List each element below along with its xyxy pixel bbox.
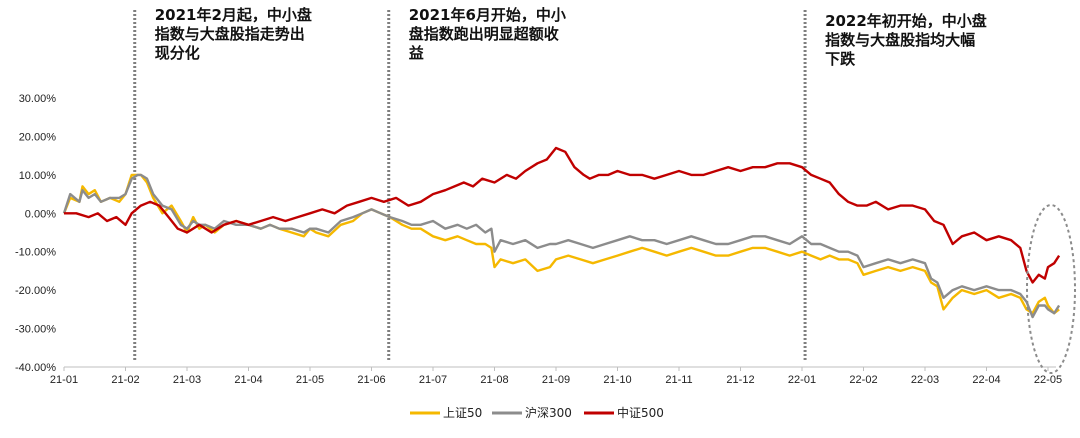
x-tick-label: 21-09 [542,374,570,386]
annotation-text: 指数与大盘股指走势出 [155,25,305,43]
annotation-text: 2022年初开始，中小盘 [825,12,987,30]
y-tick-label: -10.00% [15,247,56,259]
x-tick-label: 21-10 [603,374,631,386]
x-axis: 21-01 21-02 21-03 21-04 21-05 21-06 21-07 21-08… [50,366,1062,386]
x-tick-label: 21-12 [726,374,754,386]
x-tick-label: 21-07 [419,374,447,386]
x-tick-label: 21-02 [111,374,139,386]
legend-label: 沪深300 [525,406,572,420]
series-lines [62,146,1061,319]
annotation-text: 指数与大盘股指均大幅 [825,31,975,49]
x-tick-label: 22-04 [972,374,1000,386]
x-tick-label: 21-03 [173,374,201,386]
y-tick-label: -20.00% [15,285,56,297]
x-tick-label: 21-04 [234,374,262,386]
x-tick-label: 21-05 [296,374,324,386]
series-line [64,146,1061,284]
y-tick-label: 20.00% [19,131,57,143]
annotation-text: 益 [409,44,424,62]
legend-label: 中证500 [617,405,664,420]
annotation-text: 盘指数跑出明显超额收 [409,25,559,43]
x-tick-label: 22-02 [849,374,877,386]
series-line [62,173,1061,319]
y-tick-label: 10.00% [19,170,57,182]
legend-label: 上证50 [443,406,482,420]
x-tick-label: 21-11 [665,374,692,386]
series-line [62,173,1060,315]
highlight-ellipse [1026,204,1076,374]
x-tick-label: 21-08 [480,374,508,386]
x-tick-label: 21-06 [357,374,385,386]
y-tick-label: 0.00% [25,208,56,220]
y-axis: 30.00% 20.00% 10.00% 0.00% -10.00% -20.00% -30… [15,93,56,374]
x-tick-label: 22-01 [788,374,816,386]
annotation-text: 现分化 [155,44,200,62]
annotation-text: 下跌 [825,50,856,68]
y-tick-label: -40.00% [15,362,56,374]
x-tick-label: 22-05 [1034,374,1062,386]
y-tick-label: -30.00% [15,324,56,336]
annotation-text: 2021年2月起，中小盘 [155,6,312,24]
x-tick-label: 22-03 [911,374,939,386]
x-tick-label: 21-01 [50,374,78,386]
annotation-text: 2021年6月开始，中小 [409,6,566,24]
legend: 上证50 沪深300 中证500 [410,405,664,420]
y-tick-label: 30.00% [19,93,57,105]
